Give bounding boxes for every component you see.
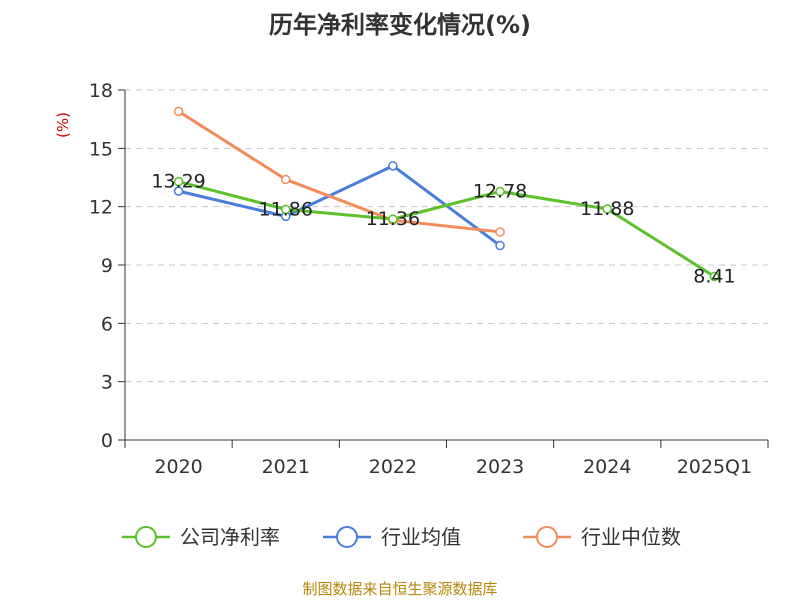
- data-point: [709, 271, 720, 282]
- series-line: [178, 164, 501, 247]
- x-tick-label: 2024: [583, 456, 631, 478]
- series-group: [173, 106, 720, 282]
- y-tick-label: 12: [89, 197, 113, 219]
- data-label: 8.41: [693, 265, 735, 287]
- data-label: 13.29: [151, 171, 205, 193]
- y-tick-label: 15: [89, 138, 113, 160]
- y-tick-label: 9: [101, 255, 113, 277]
- data-point: [281, 174, 291, 185]
- legend-marker: [536, 526, 558, 548]
- x-tick-label: 2021: [262, 456, 310, 478]
- x-tick-label: 2022: [369, 456, 417, 478]
- legend-label: 公司净利率: [180, 525, 280, 549]
- y-tick-label: 18: [89, 80, 113, 102]
- legend-item[interactable]: 公司净利率: [122, 525, 280, 549]
- data-point: [388, 161, 398, 171]
- y-tick-label: 0: [101, 430, 113, 452]
- y-axis-unit: (%): [54, 112, 72, 138]
- data-label: 11.36: [366, 208, 420, 230]
- data-point: [173, 106, 184, 117]
- data-label: 11.88: [580, 198, 634, 220]
- legend-label: 行业均值: [381, 525, 461, 549]
- legend-item[interactable]: 行业中位数: [523, 525, 681, 549]
- data-point: [495, 227, 505, 237]
- legend-item[interactable]: 行业均值: [323, 525, 461, 549]
- chart-title: 历年净利率变化情况(%): [269, 11, 531, 39]
- data-label: 12.78: [473, 181, 527, 203]
- data-point: [602, 204, 612, 214]
- data-point: [173, 176, 184, 187]
- data-point: [173, 186, 184, 196]
- legend-marker: [336, 526, 358, 548]
- y-tick-label: 3: [101, 372, 113, 394]
- legend-marker: [135, 526, 157, 548]
- data-point: [495, 240, 505, 251]
- x-tick-label: 2020: [154, 456, 202, 478]
- series-line: [177, 110, 501, 234]
- data-point: [388, 214, 398, 224]
- grid-lines: [125, 89, 768, 383]
- series-line: [178, 180, 716, 278]
- legend[interactable]: 公司净利率 行业均值 行业中位数: [122, 525, 681, 549]
- data-point: [495, 186, 505, 197]
- source-note: 制图数据来自恒生聚源数据库: [302, 580, 497, 598]
- axes: 0 3 6 9 12 15 18 2020 2021 2022 2023 2024 2025Q1: [89, 80, 769, 478]
- legend-label: 行业中位数: [581, 525, 681, 549]
- x-tick-label: 2025Q1: [677, 456, 752, 478]
- y-tick-label: 6: [101, 313, 113, 335]
- data-label: 11.86: [259, 198, 313, 220]
- data-labels: 13.29 11.86 11.36 12.78 11.88 8.41: [151, 171, 735, 288]
- x-tick-label: 2023: [476, 456, 524, 478]
- data-point: [281, 204, 291, 215]
